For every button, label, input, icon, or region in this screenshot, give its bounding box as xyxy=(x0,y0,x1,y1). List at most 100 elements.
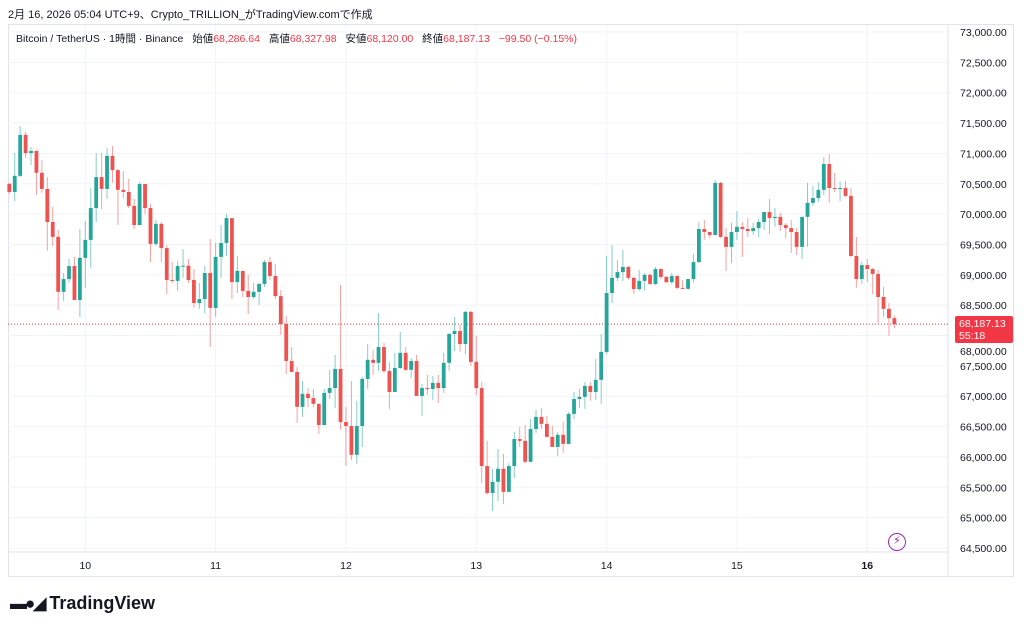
candle-body xyxy=(669,276,674,283)
candle xyxy=(582,381,587,409)
candle-body xyxy=(773,216,777,219)
candle-body xyxy=(843,188,848,196)
candle-body xyxy=(39,172,44,189)
candle-body xyxy=(110,155,115,171)
candle xyxy=(854,236,859,288)
candle xyxy=(137,181,142,226)
candle xyxy=(496,449,500,501)
price-tick-label: 67,000.00 xyxy=(960,391,1007,403)
candle xyxy=(61,273,66,301)
candle xyxy=(756,218,761,237)
candle-body xyxy=(821,164,826,190)
candle-body xyxy=(707,232,712,236)
open-value: 68,286.64 xyxy=(213,33,260,45)
candle xyxy=(382,342,386,373)
candle-body xyxy=(805,202,810,217)
candle xyxy=(452,317,457,352)
candle xyxy=(669,273,674,284)
candle xyxy=(327,369,332,399)
last-price-value: 68,187.13 xyxy=(959,318,1006,330)
candle-body xyxy=(544,423,549,437)
candle xyxy=(295,367,299,423)
candle-body xyxy=(392,368,397,392)
time-tick-label: 11 xyxy=(210,560,221,572)
candle xyxy=(322,388,327,426)
bar-countdown: 55:18 xyxy=(959,330,986,342)
high-label: 高値 xyxy=(268,33,290,45)
symbol-name[interactable]: Bitcoin / TetherUS · 1時間 · Binance xyxy=(16,33,184,45)
candle xyxy=(675,274,680,290)
candle-body xyxy=(642,274,647,281)
candle-body xyxy=(430,382,435,389)
candle-body xyxy=(870,269,875,274)
candle-body xyxy=(322,392,327,426)
candle xyxy=(544,415,549,437)
candle-body xyxy=(289,361,294,372)
candle xyxy=(192,269,196,308)
time-tick-label: 10 xyxy=(79,560,91,572)
candle-body xyxy=(550,436,555,447)
candle xyxy=(468,310,473,366)
candle xyxy=(773,208,777,227)
candle-body xyxy=(474,361,479,389)
time-tick-label: 12 xyxy=(340,560,352,572)
candle xyxy=(735,211,739,240)
candle xyxy=(316,403,321,434)
candle xyxy=(278,290,283,335)
candle-body xyxy=(724,236,728,247)
candle-body xyxy=(164,248,169,280)
candle xyxy=(762,211,766,230)
candle xyxy=(691,253,696,283)
candle xyxy=(566,412,571,444)
candle xyxy=(783,222,788,239)
candle-body xyxy=(745,228,750,232)
candle xyxy=(707,232,712,239)
candle xyxy=(365,344,370,389)
chart-frame xyxy=(8,24,1014,577)
time-tick-label: 15 xyxy=(731,560,743,572)
candle-body xyxy=(132,205,137,226)
candle-body xyxy=(626,266,631,278)
candle-body xyxy=(333,368,337,389)
candle xyxy=(143,184,147,215)
candle xyxy=(29,147,33,165)
candle xyxy=(588,381,593,401)
candle-body xyxy=(854,256,859,280)
candle-body xyxy=(490,481,495,494)
candle xyxy=(403,347,408,372)
candle-body xyxy=(300,393,305,407)
candle-body xyxy=(740,226,745,229)
candle xyxy=(751,222,756,236)
candle-body xyxy=(425,388,430,390)
candle-body xyxy=(811,198,815,203)
candle-body xyxy=(664,276,669,283)
candle xyxy=(604,256,609,355)
price-tick-label: 71,000.00 xyxy=(960,148,1007,160)
candle-body xyxy=(338,368,343,423)
candle-body xyxy=(344,422,348,426)
candle-body xyxy=(648,274,652,284)
candle xyxy=(805,182,810,247)
candle xyxy=(148,204,153,263)
candle-body xyxy=(615,272,620,278)
candle-body xyxy=(284,323,289,362)
candle-body xyxy=(170,279,175,281)
price-tick-label: 73,000.00 xyxy=(960,27,1007,39)
candle-body xyxy=(447,334,452,363)
candle-body xyxy=(219,242,223,257)
candle-body xyxy=(398,352,403,369)
price-tick-label: 68,500.00 xyxy=(960,300,1007,312)
candle-body xyxy=(751,228,756,232)
symbol-legend: Bitcoin / TetherUS · 1時間 · Binance 始値68,… xyxy=(16,31,577,46)
lightning-icon[interactable]: ⚡︎ xyxy=(888,533,906,551)
candle-body xyxy=(702,228,707,233)
candle xyxy=(800,216,804,260)
time-tick-label: 16 xyxy=(861,560,873,572)
candle xyxy=(832,172,837,192)
candle-body xyxy=(268,262,272,277)
candle-body xyxy=(257,283,261,292)
candle-body xyxy=(865,265,870,270)
candle xyxy=(230,218,234,300)
candle xyxy=(94,153,99,223)
